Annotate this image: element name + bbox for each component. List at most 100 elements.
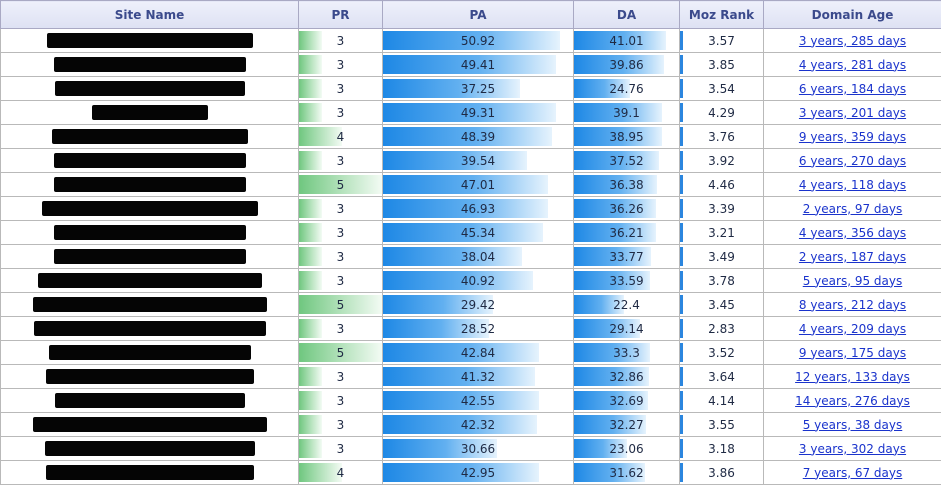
moz-rank-bar — [680, 343, 683, 362]
da-bar — [574, 247, 651, 266]
site-name-cell[interactable] — [0, 148, 299, 173]
site-name-cell[interactable] — [0, 316, 299, 341]
pa-bar — [383, 271, 534, 290]
domain-age-link[interactable]: 7 years, 67 days — [802, 465, 903, 480]
pr-bar — [299, 271, 323, 290]
domain-age-link[interactable]: 3 years, 302 days — [798, 441, 907, 456]
redacted-site-url — [53, 177, 246, 192]
domain-age-link[interactable]: 6 years, 184 days — [798, 81, 907, 96]
redacted-site-url — [45, 465, 254, 480]
site-name-cell[interactable] — [0, 292, 299, 317]
col-header-site-name[interactable]: Site Name — [0, 0, 299, 29]
site-name-cell[interactable] — [0, 388, 299, 413]
da-value: 32.69 — [609, 393, 644, 408]
pr-cell: 3 — [298, 316, 383, 341]
da-value: 33.77 — [609, 249, 644, 264]
domain-age-link[interactable]: 3 years, 285 days — [798, 33, 907, 48]
site-name-cell[interactable] — [0, 268, 299, 293]
da-value: 38.95 — [609, 129, 644, 144]
domain-age-link[interactable]: 2 years, 187 days — [798, 249, 907, 264]
col-header-da[interactable]: DA — [573, 0, 680, 29]
pr-cell: 4 — [298, 460, 383, 485]
domain-age-link[interactable]: 6 years, 270 days — [798, 153, 907, 168]
domain-age-cell: 4 years, 209 days — [763, 316, 941, 341]
table-row: 5 29.42 22.4 3.45 8 years, 212 days — [0, 292, 941, 317]
domain-age-link[interactable]: 2 years, 97 days — [802, 201, 903, 216]
moz-rank-bar — [680, 391, 683, 410]
da-bar — [574, 31, 667, 50]
redacted-site-url — [54, 393, 245, 408]
domain-age-cell: 3 years, 302 days — [763, 436, 941, 461]
domain-age-link[interactable]: 5 years, 38 days — [802, 417, 903, 432]
site-name-cell[interactable] — [0, 244, 299, 269]
pa-value: 49.41 — [460, 57, 496, 72]
site-name-cell[interactable] — [0, 124, 299, 149]
pr-bar — [299, 79, 323, 98]
col-header-moz-rank[interactable]: Moz Rank — [679, 0, 764, 29]
domain-age-link[interactable]: 9 years, 359 days — [798, 129, 907, 144]
moz-rank-cell: 2.83 — [679, 316, 764, 341]
pa-cell: 39.54 — [382, 148, 574, 173]
pr-bar — [299, 439, 323, 458]
col-header-pa[interactable]: PA — [382, 0, 574, 29]
moz-rank-cell: 3.55 — [679, 412, 764, 437]
moz-rank-value: 3.76 — [708, 129, 735, 144]
pa-value: 46.93 — [460, 201, 496, 216]
moz-rank-bar — [680, 247, 683, 266]
site-name-cell[interactable] — [0, 412, 299, 437]
pa-bar — [383, 415, 537, 434]
col-header-domain-age[interactable]: Domain Age — [763, 0, 941, 29]
moz-rank-bar — [680, 55, 683, 74]
moz-rank-value: 2.83 — [708, 321, 735, 336]
table-row: 3 37.25 24.76 3.54 6 years, 184 days — [0, 76, 941, 101]
redacted-site-url — [91, 105, 208, 120]
pr-bar — [299, 319, 323, 338]
pr-cell: 3 — [298, 196, 383, 221]
domain-age-link[interactable]: 12 years, 133 days — [795, 369, 910, 384]
site-name-cell[interactable] — [0, 436, 299, 461]
site-name-cell[interactable] — [0, 100, 299, 125]
pa-value: 29.42 — [460, 297, 496, 312]
site-name-cell[interactable] — [0, 172, 299, 197]
moz-rank-value: 3.54 — [708, 81, 735, 96]
site-name-cell[interactable] — [0, 196, 299, 221]
table-row: 3 45.34 36.21 3.21 4 years, 356 days — [0, 220, 941, 245]
site-name-cell[interactable] — [0, 28, 299, 53]
domain-age-cell: 8 years, 212 days — [763, 292, 941, 317]
pr-value: 3 — [336, 105, 345, 120]
da-bar — [574, 463, 646, 482]
domain-age-link[interactable]: 4 years, 281 days — [798, 57, 907, 72]
moz-rank-cell: 3.52 — [679, 340, 764, 365]
da-bar — [574, 271, 650, 290]
col-header-pr[interactable]: PR — [298, 0, 383, 29]
domain-age-link[interactable]: 9 years, 175 days — [798, 345, 907, 360]
domain-age-link[interactable]: 4 years, 356 days — [798, 225, 907, 240]
pa-bar — [383, 439, 497, 458]
pa-cell: 42.95 — [382, 460, 574, 485]
moz-rank-bar — [680, 223, 683, 242]
domain-age-link[interactable]: 4 years, 118 days — [798, 177, 907, 192]
moz-rank-bar — [680, 127, 683, 146]
table-row: 3 49.41 39.86 3.85 4 years, 281 days — [0, 52, 941, 77]
pa-cell: 45.34 — [382, 220, 574, 245]
domain-age-link[interactable]: 5 years, 95 days — [802, 273, 903, 288]
redacted-site-url — [32, 417, 267, 432]
moz-rank-value: 3.21 — [708, 225, 735, 240]
domain-age-link[interactable]: 14 years, 276 days — [795, 393, 910, 408]
site-name-cell[interactable] — [0, 340, 299, 365]
moz-rank-cell: 3.78 — [679, 268, 764, 293]
site-name-cell[interactable] — [0, 76, 299, 101]
pa-bar — [383, 199, 549, 218]
moz-rank-bar — [680, 295, 683, 314]
site-name-cell[interactable] — [0, 52, 299, 77]
pr-value: 3 — [336, 441, 345, 456]
domain-age-link[interactable]: 3 years, 201 days — [798, 105, 907, 120]
moz-rank-value: 4.46 — [708, 177, 735, 192]
site-name-cell[interactable] — [0, 364, 299, 389]
pr-bar — [299, 151, 323, 170]
domain-age-link[interactable]: 4 years, 209 days — [798, 321, 907, 336]
site-name-cell[interactable] — [0, 220, 299, 245]
site-name-cell[interactable] — [0, 460, 299, 485]
domain-age-link[interactable]: 8 years, 212 days — [798, 297, 907, 312]
pr-cell: 3 — [298, 100, 383, 125]
